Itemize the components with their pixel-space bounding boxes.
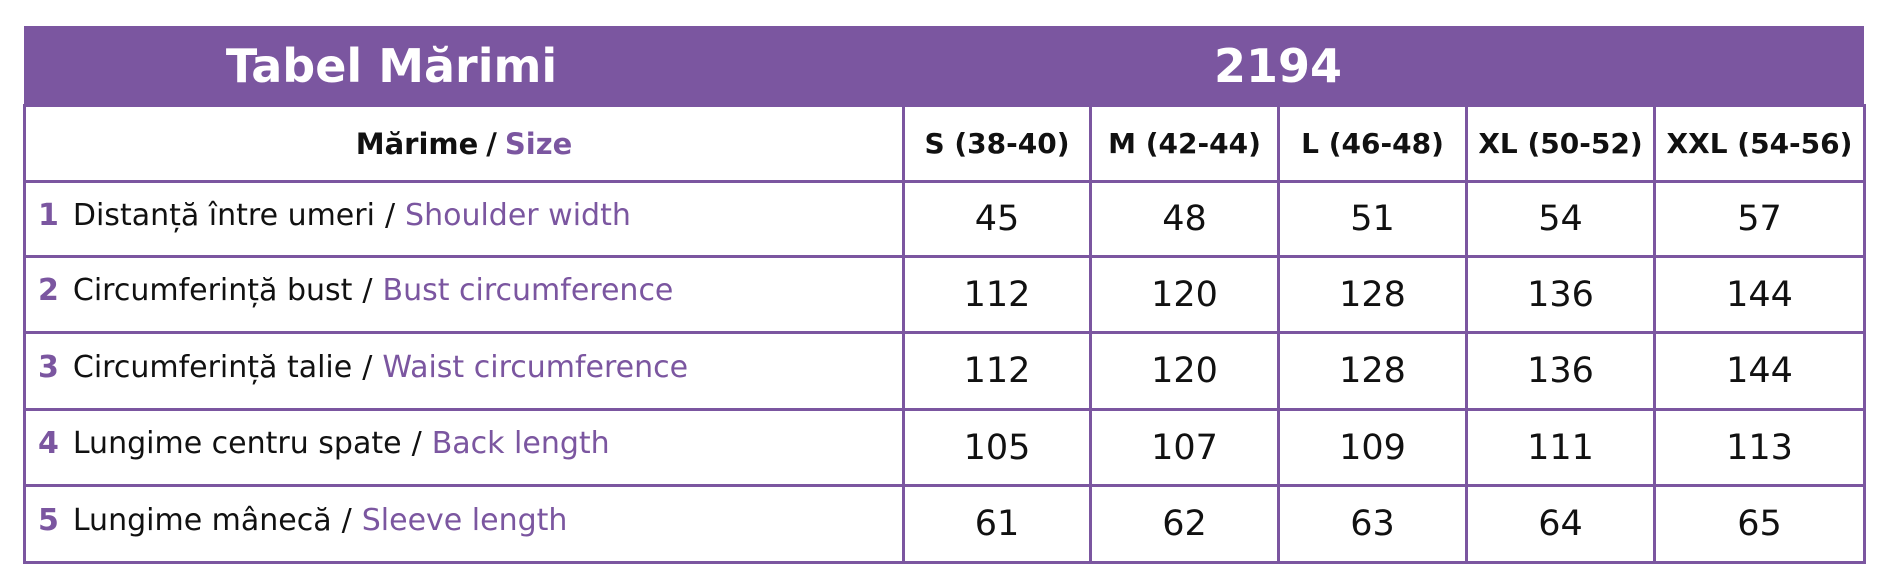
measure-value: 120 [1089, 331, 1280, 411]
separator: / [411, 426, 422, 461]
measure-ro: Lungime centru spate [72, 426, 402, 461]
separator: / [384, 197, 396, 233]
measure-value: 45 [902, 180, 1092, 258]
measure-value: 128 [1277, 255, 1468, 334]
measure-en: Waist circumference [382, 349, 689, 385]
measure-value: 111 [1465, 408, 1656, 487]
separator: / [486, 126, 497, 161]
size-column-header: XXL (54-56) [1653, 104, 1866, 183]
separator: / [341, 502, 352, 538]
row-number: 2 [38, 273, 59, 308]
value: 54 [1538, 199, 1583, 239]
measure-value: 64 [1465, 484, 1656, 564]
measure-en: Shoulder width [405, 197, 631, 233]
measure-value: 63 [1277, 484, 1468, 564]
table-title: Tabel Mărimi [225, 39, 558, 93]
measure-value: 105 [902, 408, 1092, 487]
measure-value: 107 [1089, 408, 1280, 487]
measure-label: 4 Lungime centru spate / Back length [23, 408, 905, 487]
measure-value: 128 [1277, 331, 1468, 411]
value: 57 [1737, 199, 1782, 239]
measure-en: Sleeve length [361, 502, 568, 538]
value: 63 [1350, 504, 1395, 544]
measure-value: 113 [1653, 408, 1866, 487]
value: 136 [1527, 351, 1594, 391]
measure-value: 54 [1465, 180, 1656, 258]
value: 120 [1151, 351, 1218, 391]
size-name: M (42-44) [1108, 127, 1261, 160]
size-name: XXL (54-56) [1666, 127, 1853, 160]
measure-ro: Lungime mânecă [72, 502, 332, 538]
value: 45 [974, 199, 1020, 239]
row-number: 3 [38, 349, 59, 385]
measure-en: Bust circumference [382, 273, 674, 308]
measure-value: 144 [1653, 255, 1866, 334]
measure-value: 57 [1653, 180, 1866, 258]
value: 128 [1339, 351, 1406, 391]
measure-label: 5 Lungime mânecă / Sleeve length [23, 484, 905, 564]
size-column-header: XL (50-52) [1465, 104, 1656, 183]
measure-value: 136 [1465, 331, 1656, 411]
title-bar [24, 26, 1864, 106]
model-code: 2194 [1213, 39, 1343, 93]
value: 62 [1162, 504, 1207, 544]
value: 61 [974, 504, 1020, 544]
value: 64 [1538, 504, 1583, 544]
measure-value: 112 [902, 255, 1092, 334]
value: 128 [1339, 274, 1406, 315]
measure-label: 2 Circumferință bust / Bust circumference [23, 255, 905, 334]
value: 109 [1339, 427, 1406, 468]
row-number: 1 [38, 197, 59, 233]
size-name: S (38-40) [924, 127, 1070, 160]
measure-value: 112 [902, 331, 1092, 411]
size-header: Mărime / Size [23, 104, 905, 183]
size-label-ro: Mărime [355, 126, 479, 161]
measure-ro: Distanță între umeri [72, 197, 375, 233]
value: 112 [963, 351, 1031, 391]
size-label-en: Size [504, 126, 573, 161]
value: 136 [1527, 274, 1594, 315]
value: 111 [1527, 427, 1594, 468]
row-number: 4 [38, 426, 59, 461]
measure-label: 3 Circumferință talie / Waist circumference [23, 331, 905, 411]
measure-en: Back length [431, 426, 610, 461]
row-number: 5 [38, 502, 59, 538]
measure-value: 51 [1277, 180, 1468, 258]
value: 48 [1162, 199, 1207, 239]
separator: / [362, 349, 373, 385]
size-name: XL (50-52) [1478, 127, 1643, 160]
measure-value: 144 [1653, 331, 1866, 411]
measure-ro: Circumferință bust [72, 273, 353, 308]
value: 113 [1726, 427, 1793, 468]
value: 144 [1726, 274, 1793, 315]
value: 107 [1151, 427, 1218, 468]
size-name: L (46-48) [1301, 127, 1444, 160]
size-column-header: M (42-44) [1089, 104, 1280, 183]
value: 65 [1737, 504, 1782, 544]
measure-value: 136 [1465, 255, 1656, 334]
measure-value: 62 [1089, 484, 1280, 564]
measure-value: 65 [1653, 484, 1866, 564]
separator: / [362, 273, 373, 308]
value: 105 [963, 427, 1031, 468]
measure-label: 1 Distanță între umeri / Shoulder width [23, 180, 905, 258]
value: 144 [1726, 351, 1793, 391]
measure-value: 61 [902, 484, 1092, 564]
value: 120 [1151, 274, 1218, 315]
size-column-header: L (46-48) [1277, 104, 1468, 183]
size-column-header: S (38-40) [902, 104, 1092, 183]
value: 51 [1350, 199, 1395, 239]
measure-ro: Circumferință talie [72, 349, 353, 385]
value: 112 [963, 274, 1031, 315]
measure-value: 120 [1089, 255, 1280, 334]
measure-value: 48 [1089, 180, 1280, 258]
measure-value: 109 [1277, 408, 1468, 487]
